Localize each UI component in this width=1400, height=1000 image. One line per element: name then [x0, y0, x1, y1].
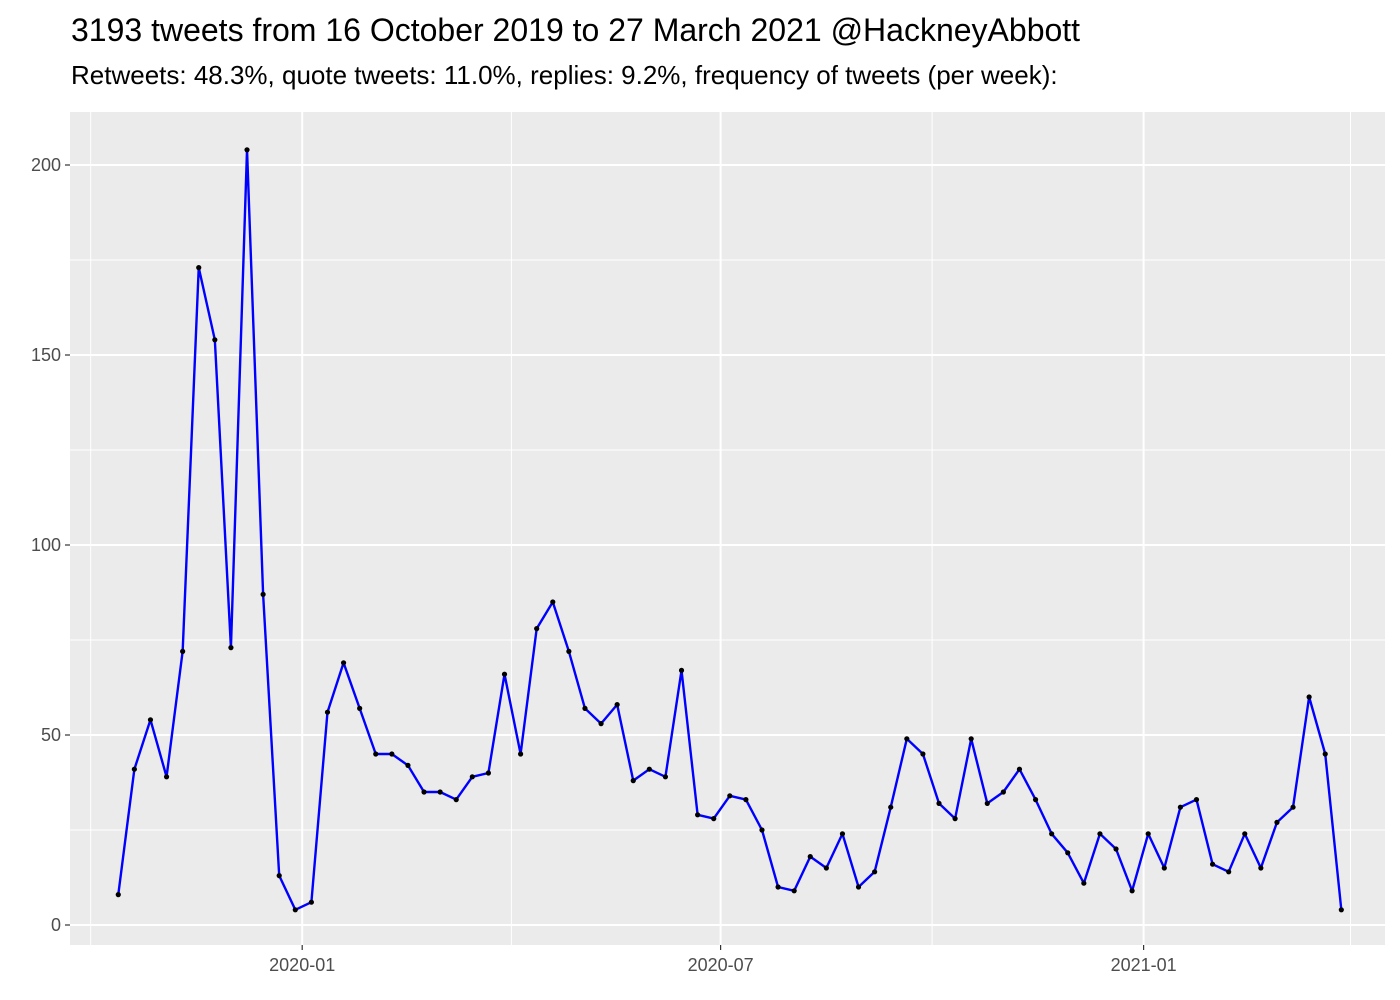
data-point	[1113, 846, 1119, 852]
data-point	[485, 770, 492, 776]
x-tick-label: 2020-01	[269, 955, 335, 975]
data-point	[534, 626, 540, 632]
data-point	[1065, 850, 1071, 856]
data-point	[711, 816, 717, 822]
data-point	[163, 774, 170, 780]
data-point	[727, 793, 733, 799]
data-point	[228, 645, 234, 651]
data-point	[743, 797, 749, 803]
data-point	[920, 751, 926, 757]
data-point	[630, 778, 636, 784]
data-point	[115, 892, 121, 898]
data-point	[1177, 804, 1183, 810]
data-point	[324, 709, 331, 715]
y-tick-label: 150	[31, 345, 61, 365]
y-tick-label: 50	[41, 725, 61, 745]
data-point	[968, 736, 974, 742]
data-point	[1049, 831, 1055, 837]
data-point	[357, 705, 363, 712]
data-point	[260, 591, 266, 598]
data-point	[888, 804, 894, 810]
data-point	[678, 667, 685, 674]
data-point	[855, 884, 862, 890]
data-point	[1338, 907, 1344, 913]
data-point	[1274, 819, 1280, 826]
data-point	[1016, 766, 1023, 772]
data-point	[791, 888, 797, 894]
data-point	[952, 816, 958, 822]
chart-title: 3193 tweets from 16 October 2019 to 27 M…	[71, 12, 1081, 48]
data-point	[695, 812, 701, 818]
data-point	[276, 873, 282, 879]
data-point	[1000, 789, 1006, 795]
data-point	[1242, 831, 1248, 837]
data-point	[759, 827, 765, 833]
data-point	[421, 789, 427, 795]
data-point	[1322, 751, 1328, 757]
data-point	[437, 789, 443, 795]
data-point	[244, 147, 250, 153]
data-point	[180, 648, 186, 655]
data-point	[1193, 797, 1200, 803]
data-point	[1097, 831, 1103, 837]
data-point	[823, 865, 829, 871]
data-point	[646, 766, 652, 772]
data-point	[550, 599, 556, 605]
data-point	[453, 797, 459, 803]
data-point	[904, 736, 910, 742]
data-point	[389, 751, 395, 757]
data-point	[517, 751, 524, 757]
data-point	[373, 751, 379, 757]
data-point	[582, 705, 588, 712]
data-point	[131, 766, 137, 772]
data-point	[1129, 888, 1135, 894]
data-point	[1226, 869, 1232, 875]
data-point	[405, 762, 411, 769]
data-point	[1081, 880, 1087, 886]
y-tick-label: 0	[51, 915, 61, 935]
data-point	[1032, 797, 1039, 803]
data-point	[340, 660, 347, 666]
data-point	[1161, 865, 1167, 871]
data-point	[775, 884, 781, 890]
data-point	[1290, 804, 1296, 810]
data-point	[1258, 865, 1264, 871]
data-point	[1145, 831, 1151, 837]
data-point	[1209, 861, 1216, 867]
data-point	[872, 869, 878, 875]
data-point	[469, 774, 475, 780]
data-point	[147, 717, 154, 723]
data-point	[839, 831, 846, 837]
data-point	[292, 907, 298, 913]
data-point	[662, 774, 669, 780]
data-point	[1306, 694, 1312, 700]
chart-subtitle: Retweets: 48.3%, quote tweets: 11.0%, re…	[71, 60, 1058, 90]
data-point	[566, 648, 572, 655]
plot-panel	[70, 112, 1385, 945]
data-point	[936, 800, 942, 807]
data-point	[501, 671, 508, 677]
y-tick-label: 100	[31, 535, 61, 555]
data-point	[598, 721, 604, 727]
y-tick-label: 200	[31, 155, 61, 175]
x-tick-label: 2021-01	[1111, 955, 1177, 975]
data-point	[212, 337, 218, 343]
data-point	[614, 702, 620, 708]
x-tick-label: 2020-07	[688, 955, 754, 975]
data-point	[984, 800, 990, 807]
data-point	[196, 265, 202, 271]
data-point	[807, 854, 813, 860]
data-point	[308, 899, 314, 905]
